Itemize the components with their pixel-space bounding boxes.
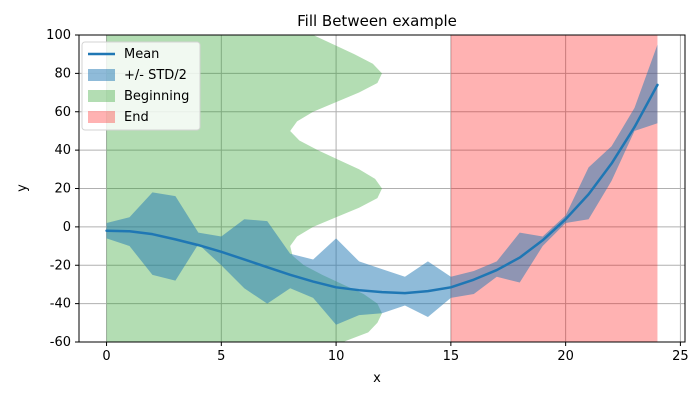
legend-label: Mean <box>124 47 159 62</box>
y-tick-label: -20 <box>50 258 71 273</box>
y-tick-label: 40 <box>54 143 71 158</box>
legend-box <box>81 41 201 131</box>
x-axis-label: x <box>373 371 381 386</box>
mean-line <box>105 83 659 295</box>
legend: Mean +/- STD/2 Beginning End <box>81 41 201 131</box>
y-tick-label: -60 <box>50 335 71 350</box>
std-band-area <box>106 44 658 325</box>
legend-label: End <box>124 110 149 125</box>
y-tick-label: 80 <box>54 66 71 81</box>
legend-patch-swatch <box>88 69 115 81</box>
y-axis-label: y <box>15 184 30 192</box>
x-tick-label: 20 <box>557 349 574 364</box>
y-tick-label: -40 <box>50 297 71 312</box>
x-tick-label: 25 <box>672 349 689 364</box>
y-tick-label: 0 <box>63 220 71 235</box>
end-span-area <box>450 35 658 342</box>
legend-label: Beginning <box>124 89 189 104</box>
x-tick-label: 5 <box>217 349 225 364</box>
legend-label: +/- STD/2 <box>124 68 187 83</box>
x-tick-label: 0 <box>102 349 110 364</box>
x-tick-label: 15 <box>443 349 460 364</box>
legend-patch-swatch <box>88 90 115 102</box>
x-tick-label: 10 <box>328 349 345 364</box>
y-tick-label: 100 <box>46 28 71 43</box>
legend-patch-swatch <box>88 111 115 123</box>
axes-layer: 0 5 10 15 20 25 -60 -40 -20 0 20 40 60 80 100 <box>46 28 689 364</box>
chart-title: Fill Between example <box>297 12 457 30</box>
y-tick-label: 20 <box>54 182 71 197</box>
y-tick-label: 60 <box>54 105 71 120</box>
